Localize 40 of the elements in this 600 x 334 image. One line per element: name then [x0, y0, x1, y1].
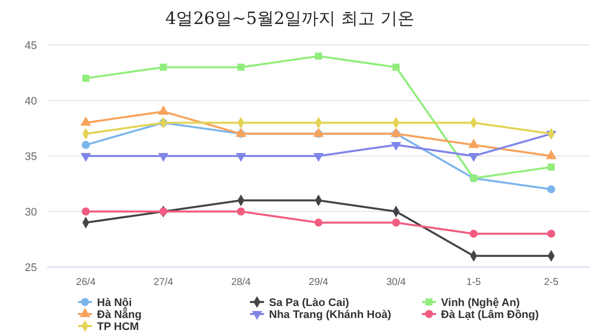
point	[237, 64, 244, 71]
point	[470, 230, 478, 238]
y-tick-label: 25	[24, 262, 37, 274]
legend-label: Đà Nẵng	[97, 308, 142, 321]
point	[390, 142, 402, 151]
legend-label: Đà Lạt (Lâm Đồng)	[441, 308, 540, 321]
x-tick-label: 27/4	[154, 277, 174, 288]
x-tick-label: 29/4	[308, 277, 329, 288]
x-tick-label: 26/4	[76, 277, 96, 288]
y-tick-label: 45	[24, 40, 37, 52]
x-tick-label: 30/4	[386, 277, 406, 288]
point	[392, 64, 400, 71]
legend-label: Vinh (Nghệ An)	[441, 296, 520, 309]
point	[314, 218, 322, 227]
point	[82, 74, 90, 82]
legend-label: Hà Nội	[97, 296, 132, 309]
point	[314, 52, 322, 60]
chart-title: 4얼26일~5월2일까지 최고 기온	[165, 9, 415, 29]
point	[236, 153, 246, 162]
x-tick-label: 2-5	[544, 277, 559, 288]
point	[547, 185, 556, 194]
point	[313, 153, 324, 162]
legend-label: Nha Trang (Khánh Hoà)	[269, 308, 392, 321]
point	[392, 218, 400, 227]
point	[236, 208, 245, 216]
y-tick-label: 35	[24, 150, 37, 163]
x-tick-label: 28/4	[231, 277, 252, 288]
point	[548, 164, 555, 171]
point	[158, 153, 168, 162]
y-tick-label: 40	[24, 95, 37, 108]
y-tick-label: 30	[24, 206, 37, 218]
point	[82, 140, 90, 149]
x-tick-label: 1-5	[466, 277, 482, 288]
point	[160, 64, 167, 71]
legend-label: TP HCM	[97, 320, 139, 333]
point	[80, 153, 91, 162]
point	[468, 153, 479, 162]
point	[547, 230, 556, 238]
point	[82, 208, 90, 216]
legend-label: Sa Pa (Lào Cai)	[269, 296, 350, 309]
